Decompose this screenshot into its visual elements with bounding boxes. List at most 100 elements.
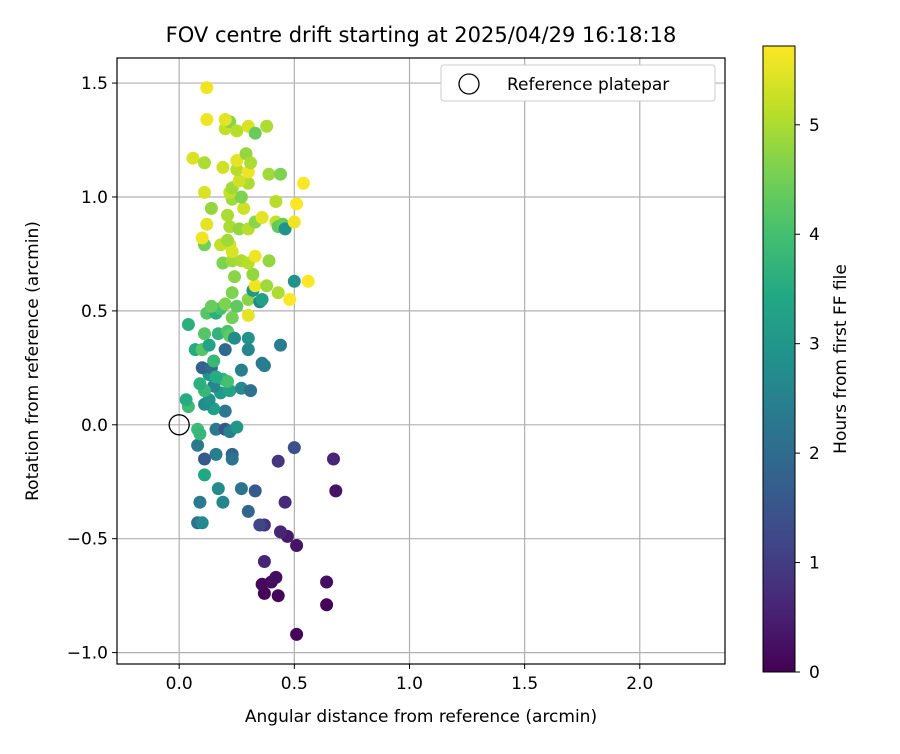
- plot-frame: [116, 57, 726, 665]
- chart-title: FOV centre drift starting at 2025/04/29 …: [166, 23, 677, 47]
- data-point: [216, 160, 230, 174]
- legend-marker-open-circle: [458, 73, 480, 95]
- data-point: [287, 274, 301, 288]
- y-tick-label: 0.5: [81, 302, 108, 322]
- data-point: [274, 525, 287, 539]
- data-point: [260, 119, 274, 133]
- data-point: [181, 318, 195, 331]
- data-point: [320, 575, 334, 589]
- data-point: [200, 113, 214, 126]
- data-point: [287, 215, 301, 229]
- data-point: [225, 311, 239, 325]
- y-tick-label: 1.0: [81, 188, 108, 208]
- reference-platepar-marker: [168, 414, 190, 436]
- data-point: [230, 154, 244, 167]
- data-point: [193, 495, 207, 509]
- data-point: [198, 452, 211, 466]
- data-point: [186, 151, 200, 165]
- data-point: [255, 211, 269, 224]
- data-point: [278, 495, 292, 509]
- data-point: [221, 233, 234, 247]
- data-point: [278, 222, 292, 236]
- y-tick-label: 0.0: [81, 416, 108, 436]
- data-point: [246, 267, 260, 281]
- data-point: [327, 452, 340, 466]
- x-tick-label: 0.0: [166, 674, 193, 694]
- data-point: [218, 404, 232, 418]
- data-point: [198, 327, 211, 341]
- data-point: [257, 359, 271, 373]
- data-point: [241, 308, 255, 322]
- data-point: [198, 185, 211, 199]
- data-point: [237, 201, 251, 215]
- colorbar-tick-label: 5: [809, 116, 820, 136]
- data-point: [230, 299, 244, 313]
- data-point: [253, 518, 267, 532]
- colorbar-tick-label: 3: [809, 335, 820, 355]
- data-point: [320, 598, 334, 612]
- data-point: [211, 482, 225, 496]
- data-point: [241, 331, 255, 345]
- data-point: [228, 331, 241, 345]
- data-point: [274, 338, 287, 352]
- data-point: [195, 361, 209, 375]
- colorbar: 0 1 2 3 4 5 Hours from first FF file: [762, 45, 851, 683]
- data-point: [218, 343, 232, 357]
- data-point: [234, 363, 248, 377]
- y-tick-label: −1.0: [67, 644, 108, 664]
- data-point: [195, 516, 209, 530]
- data-point: [262, 167, 276, 181]
- data-point: [200, 81, 214, 95]
- x-tick-label: 1.0: [396, 674, 423, 694]
- colorbar-tick-label: 2: [809, 444, 820, 464]
- data-point: [260, 279, 274, 293]
- colorbar-tick-label: 0: [809, 663, 820, 683]
- data-point: [329, 484, 343, 498]
- data-point: [271, 589, 285, 603]
- data-point: [225, 452, 239, 466]
- data-point: [195, 231, 209, 245]
- colorbar-tick-label: 1: [809, 554, 820, 574]
- data-point: [257, 555, 271, 568]
- data-point: [230, 124, 244, 138]
- legend: Reference platepar: [440, 64, 716, 102]
- data-point: [193, 427, 207, 441]
- y-axis-ticks: −1.0 −0.5 0.0 0.5 1.0 1.5: [67, 74, 117, 664]
- data-point: [209, 370, 223, 384]
- data-point: [290, 627, 304, 641]
- colorbar-gradient: [762, 45, 796, 673]
- y-tick-label: −0.5: [67, 530, 108, 550]
- data-point: [221, 375, 234, 388]
- data-point: [218, 113, 232, 126]
- data-point: [269, 570, 283, 584]
- data-point: [290, 197, 304, 211]
- data-point: [209, 422, 223, 436]
- data-point: [248, 126, 262, 140]
- data-points: [179, 81, 343, 641]
- data-point: [198, 156, 211, 170]
- data-point: [209, 447, 223, 461]
- data-point: [269, 195, 283, 208]
- data-point: [271, 454, 285, 468]
- y-tick-label: 1.5: [81, 74, 108, 94]
- x-axis-label: Angular distance from reference (arcmin): [245, 707, 597, 727]
- colorbar-ticks: 0 1 2 3 4 5: [795, 116, 820, 683]
- data-point: [297, 176, 310, 190]
- x-tick-label: 0.5: [281, 674, 308, 694]
- data-point: [207, 354, 221, 368]
- data-point: [262, 254, 276, 268]
- data-point: [283, 293, 297, 306]
- legend-entry-label: Reference platepar: [507, 75, 669, 95]
- data-point: [241, 504, 255, 518]
- y-axis-label: Rotation from reference (arcmin): [23, 221, 43, 501]
- colorbar-tick-label: 4: [809, 225, 820, 245]
- data-point: [193, 377, 207, 391]
- data-point: [179, 393, 193, 407]
- data-point: [191, 438, 205, 452]
- colorbar-label: Hours from first FF file: [831, 264, 851, 454]
- legend-box: [440, 64, 716, 102]
- data-point: [230, 420, 244, 434]
- data-point: [248, 249, 262, 263]
- data-point: [234, 482, 248, 496]
